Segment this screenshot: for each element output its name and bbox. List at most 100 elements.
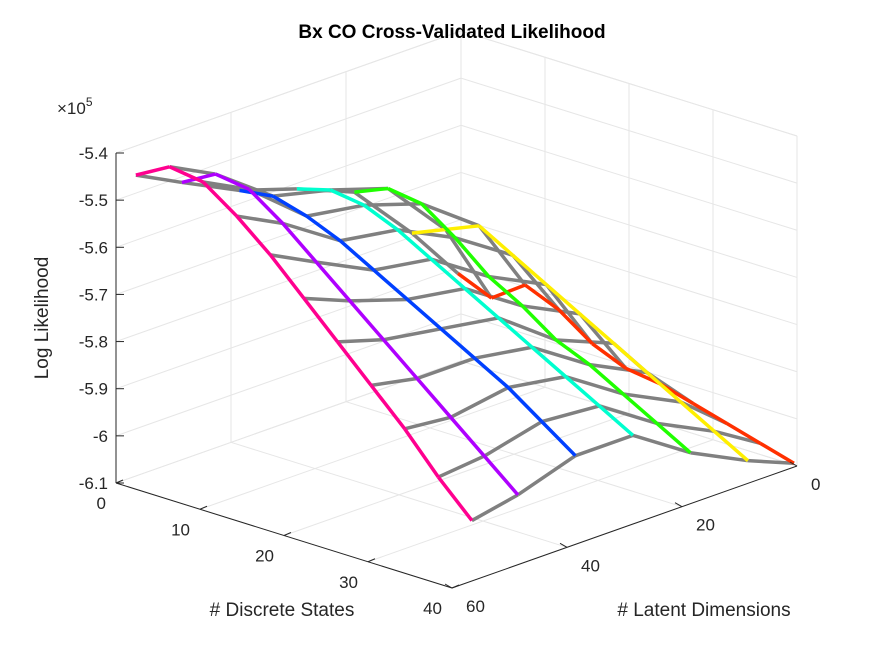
mesh-gray-segment — [454, 236, 514, 257]
series-line-segment-10 — [713, 429, 750, 462]
x-tick-label: 20 — [255, 547, 274, 566]
mesh-gray-segment — [420, 202, 480, 228]
mesh-gray-segment — [270, 253, 317, 264]
series-line-segment-40 — [506, 386, 544, 423]
grid-line-floor-x — [283, 413, 630, 536]
mesh-gray-segment — [437, 454, 486, 479]
x-tick-mark — [451, 584, 460, 589]
mesh-gray-segment — [135, 173, 183, 185]
mesh-gray-segment — [541, 404, 600, 424]
y-tick-mark — [444, 583, 453, 589]
y-axis-line — [451, 465, 798, 589]
series-line-segment-10 — [445, 224, 480, 232]
series-line-segment-20 — [354, 186, 389, 194]
series-line-segment-2 — [557, 308, 594, 345]
series-line-segment-30 — [497, 316, 534, 349]
series-line-segment-10 — [411, 227, 446, 235]
mesh-gray-segment — [574, 433, 634, 458]
series-line-segment-50 — [314, 261, 352, 303]
mesh-gray-segment — [444, 228, 493, 300]
x-tick-mark — [115, 479, 124, 484]
y-tick-label: 20 — [696, 516, 715, 535]
z-tick-label: -5.8 — [79, 333, 108, 352]
series-line-segment-58 — [336, 340, 373, 387]
mesh-gray-segment — [282, 221, 341, 243]
series-line-segment-10 — [511, 253, 548, 286]
mesh-gray-segment — [397, 228, 456, 240]
series-line-segment-58 — [168, 165, 204, 184]
mesh-gray-segment — [474, 345, 533, 360]
series-line-segment-2 — [625, 366, 661, 386]
mesh-gray-segment — [522, 304, 581, 316]
mesh-gray-segment — [339, 228, 399, 243]
mesh-gray-segment — [516, 454, 577, 497]
z-tick-label: -6.1 — [79, 474, 108, 493]
mesh-gray-segment — [488, 274, 547, 287]
series-line-segment-58 — [369, 384, 407, 430]
series-line-segment-50 — [214, 172, 250, 191]
series-line-segment-2 — [524, 283, 560, 312]
mesh-gray-segment — [471, 493, 519, 523]
mesh-gray-segment — [430, 257, 490, 279]
series-line-segment-50 — [482, 454, 520, 497]
x-tick-label: 30 — [339, 573, 358, 592]
series-line-segment-10 — [578, 312, 615, 345]
mesh-gray-segment — [690, 450, 749, 463]
series-line-segment-40 — [406, 298, 443, 331]
series-line-segment-58 — [235, 214, 272, 256]
series-line-segment-40 — [305, 214, 342, 243]
series-line-segment-10 — [545, 283, 582, 316]
mesh-gray-segment — [236, 214, 283, 226]
mesh-gray-segment — [316, 260, 375, 272]
series-line-segment-20 — [622, 392, 658, 425]
series-line-segment-20 — [554, 338, 591, 367]
series-line-segment-50 — [247, 188, 284, 225]
z-tick-label: -5.4 — [79, 144, 108, 163]
mesh-gray-segment — [383, 327, 442, 342]
mesh-gray-segment — [497, 316, 557, 342]
mesh-gray-segment — [404, 415, 452, 431]
series-line-segment-58 — [302, 297, 339, 343]
series-line-segment-40 — [372, 268, 409, 301]
y-axis-label: # Latent Dimensions — [617, 600, 790, 621]
x-tick-label: 40 — [423, 599, 442, 618]
series-line-segment-58 — [268, 253, 306, 300]
series-line-segment-40 — [272, 194, 308, 218]
series-line-segment-20 — [487, 275, 524, 308]
series-line-segment-2 — [456, 271, 493, 300]
z-exponent-base: ×10 — [57, 99, 86, 118]
series-line-segment-10 — [612, 341, 649, 374]
mesh-gray-segment — [370, 376, 418, 388]
mesh-gray-segment — [555, 338, 614, 345]
series-line-segment-30 — [463, 287, 500, 320]
series-line-segment-30 — [329, 188, 365, 207]
series-line-segment-10 — [679, 400, 716, 433]
grid-line-floor-y — [230, 441, 568, 548]
grid-line-floor-x — [199, 386, 546, 510]
mesh-gray-segment — [449, 385, 510, 419]
mesh-gray-segment — [407, 286, 466, 302]
z-tick-label: -6 — [93, 427, 108, 446]
series-line-segment-20 — [588, 363, 625, 396]
series-line-segment-20 — [387, 186, 423, 206]
y-tick-mark — [789, 461, 798, 467]
mesh-gray-segment — [386, 187, 447, 231]
box-edge-top-right — [460, 30, 798, 137]
z-tick-label: -5.6 — [79, 238, 108, 257]
mesh-gray-segment — [337, 337, 384, 344]
z-tick-label: -5.7 — [79, 285, 108, 304]
x-axis-label: # Discrete States — [210, 600, 355, 621]
x-tick-label: 10 — [171, 520, 190, 539]
box-edge-top-left — [115, 30, 462, 154]
series-line-segment-30 — [296, 187, 331, 192]
x-tick-mark — [283, 532, 292, 536]
series-line-segment-50 — [415, 377, 453, 419]
mesh-gray-segment — [306, 203, 365, 218]
mesh-gray-segment — [565, 374, 624, 396]
mesh-gray-segment — [632, 433, 691, 455]
z-exponent-power: 5 — [86, 95, 93, 109]
series-line-segment-50 — [449, 416, 486, 458]
grid-line-floor-y — [345, 401, 683, 508]
series-line-segment-2 — [692, 401, 728, 425]
series-line-segment-20 — [521, 304, 558, 342]
